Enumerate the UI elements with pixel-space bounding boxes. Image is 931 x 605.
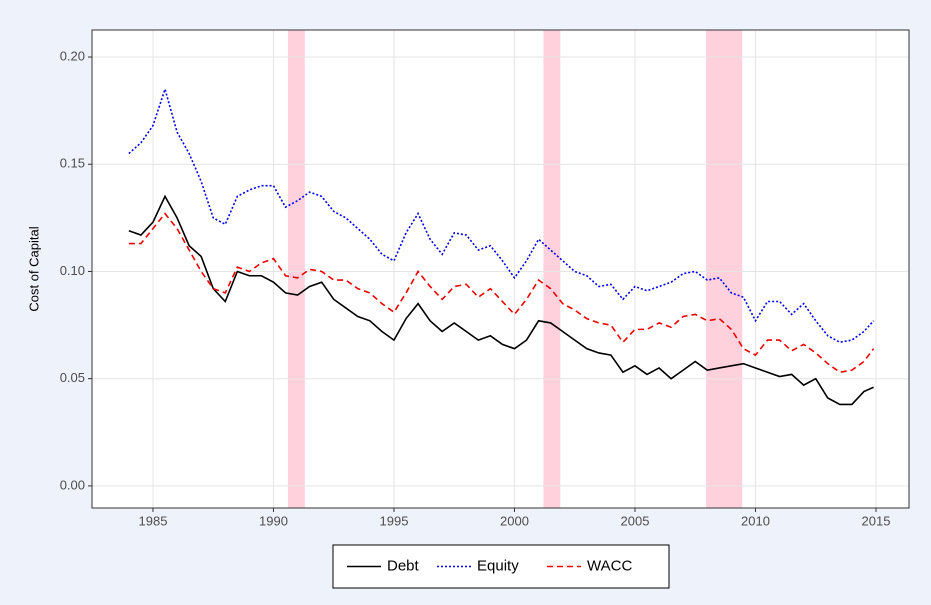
y-tick-label: 0.15: [60, 156, 85, 171]
y-tick-label: 0.20: [60, 48, 85, 63]
series-line: [128, 86, 875, 344]
legend-label: WACC: [587, 557, 632, 574]
recession-band: [287, 30, 305, 508]
x-tick-label: 1995: [380, 513, 409, 528]
plot-panel: [92, 30, 909, 508]
x-tick-label: 2015: [862, 513, 891, 528]
x-tick-label: 1990: [259, 513, 288, 528]
x-tick-label: 2005: [621, 513, 650, 528]
x-tick-label: 2010: [741, 513, 770, 528]
legend-label: Debt: [387, 557, 420, 574]
y-tick-label: 0.05: [60, 370, 85, 385]
x-tick-label: 1985: [139, 513, 168, 528]
y-tick-label: 0.10: [60, 263, 85, 278]
x-tick-label: 2000: [500, 513, 529, 528]
y-tick-label: 0.00: [60, 477, 85, 492]
series-line: [128, 194, 874, 406]
plot-border: [91, 29, 910, 509]
recession-band: [543, 30, 561, 508]
legend-label: Equity: [477, 557, 519, 574]
y-axis-label: Cost of Capital: [26, 226, 41, 311]
recession-band: [706, 30, 743, 508]
series-line: [128, 212, 875, 374]
legend-box: [332, 544, 670, 589]
